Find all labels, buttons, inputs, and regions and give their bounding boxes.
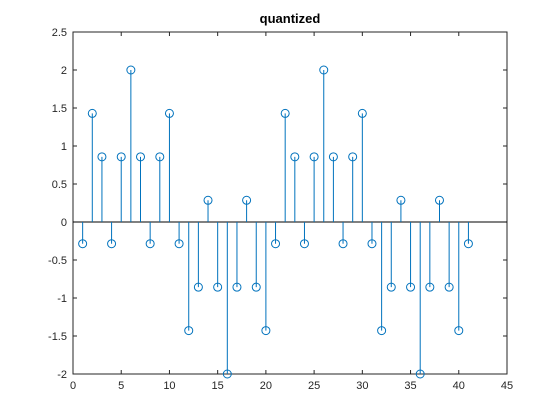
stem-marker bbox=[193, 282, 203, 292]
stem-marker bbox=[415, 369, 425, 379]
stem-marker bbox=[309, 152, 319, 162]
x-tick-label: 10 bbox=[163, 380, 175, 392]
stem-marker bbox=[444, 282, 454, 292]
x-tick-label: 30 bbox=[356, 380, 368, 392]
stem-marker bbox=[155, 152, 165, 162]
y-tick-label: 1 bbox=[61, 141, 67, 153]
stem-marker bbox=[348, 152, 358, 162]
stem-marker bbox=[145, 239, 155, 249]
stem-marker bbox=[328, 152, 338, 162]
stem-marker bbox=[107, 239, 117, 249]
stem-marker bbox=[377, 326, 387, 336]
stem-marker bbox=[136, 152, 146, 162]
stems-layer bbox=[78, 65, 473, 379]
stem-marker bbox=[367, 239, 377, 249]
y-tick-label: -2 bbox=[57, 369, 67, 381]
stem-marker bbox=[271, 239, 281, 249]
y-tick-label: 1.5 bbox=[52, 103, 67, 115]
stem-marker bbox=[280, 108, 290, 118]
stem-marker bbox=[251, 282, 261, 292]
y-tick-label: 2 bbox=[61, 65, 67, 77]
stem-marker bbox=[434, 195, 444, 205]
x-tick-label: 20 bbox=[260, 380, 272, 392]
x-tick-label: 35 bbox=[404, 380, 416, 392]
x-tick-label: 40 bbox=[453, 380, 465, 392]
x-tick-label: 45 bbox=[501, 380, 513, 392]
ticks-layer: 0 5 10 15 20 25 30 35 40 45 -2 -1.5 -1 -0.5 0 0.5 1 1.5 2 2… bbox=[48, 27, 513, 392]
y-tick-label: 2.5 bbox=[52, 27, 67, 39]
stem-marker bbox=[454, 326, 464, 336]
y-tick-label: -1.5 bbox=[48, 331, 67, 343]
stem-marker bbox=[232, 282, 242, 292]
stem-marker bbox=[463, 239, 473, 249]
stem-marker bbox=[78, 239, 88, 249]
stem-marker bbox=[290, 152, 300, 162]
stem-marker bbox=[164, 108, 174, 118]
y-tick-label: -0.5 bbox=[48, 255, 67, 267]
stem-marker bbox=[406, 282, 416, 292]
stem-marker bbox=[174, 239, 184, 249]
stem-marker bbox=[203, 195, 213, 205]
x-tick-label: 0 bbox=[70, 380, 76, 392]
y-tick-label: 0.5 bbox=[52, 179, 67, 191]
x-tick-label: 25 bbox=[308, 380, 320, 392]
stem-marker bbox=[126, 65, 136, 75]
stem-marker bbox=[319, 65, 329, 75]
stem-marker bbox=[213, 282, 223, 292]
stem-marker bbox=[184, 326, 194, 336]
stem-marker bbox=[87, 108, 97, 118]
stem-marker bbox=[97, 152, 107, 162]
stem-marker bbox=[116, 152, 126, 162]
stem-marker bbox=[299, 239, 309, 249]
stem-marker bbox=[242, 195, 252, 205]
stem-marker bbox=[261, 326, 271, 336]
y-tick-label: 0 bbox=[61, 217, 67, 229]
stem-marker bbox=[357, 108, 367, 118]
x-tick-label: 15 bbox=[212, 380, 224, 392]
stem-marker bbox=[396, 195, 406, 205]
y-tick-label: -1 bbox=[57, 293, 67, 305]
plot-area bbox=[72, 31, 508, 375]
stem-marker bbox=[222, 369, 232, 379]
stem-marker bbox=[338, 239, 348, 249]
stem-marker bbox=[425, 282, 435, 292]
stem-marker bbox=[386, 282, 396, 292]
chart-title: quantized bbox=[260, 11, 321, 26]
x-tick-label: 5 bbox=[118, 380, 124, 392]
